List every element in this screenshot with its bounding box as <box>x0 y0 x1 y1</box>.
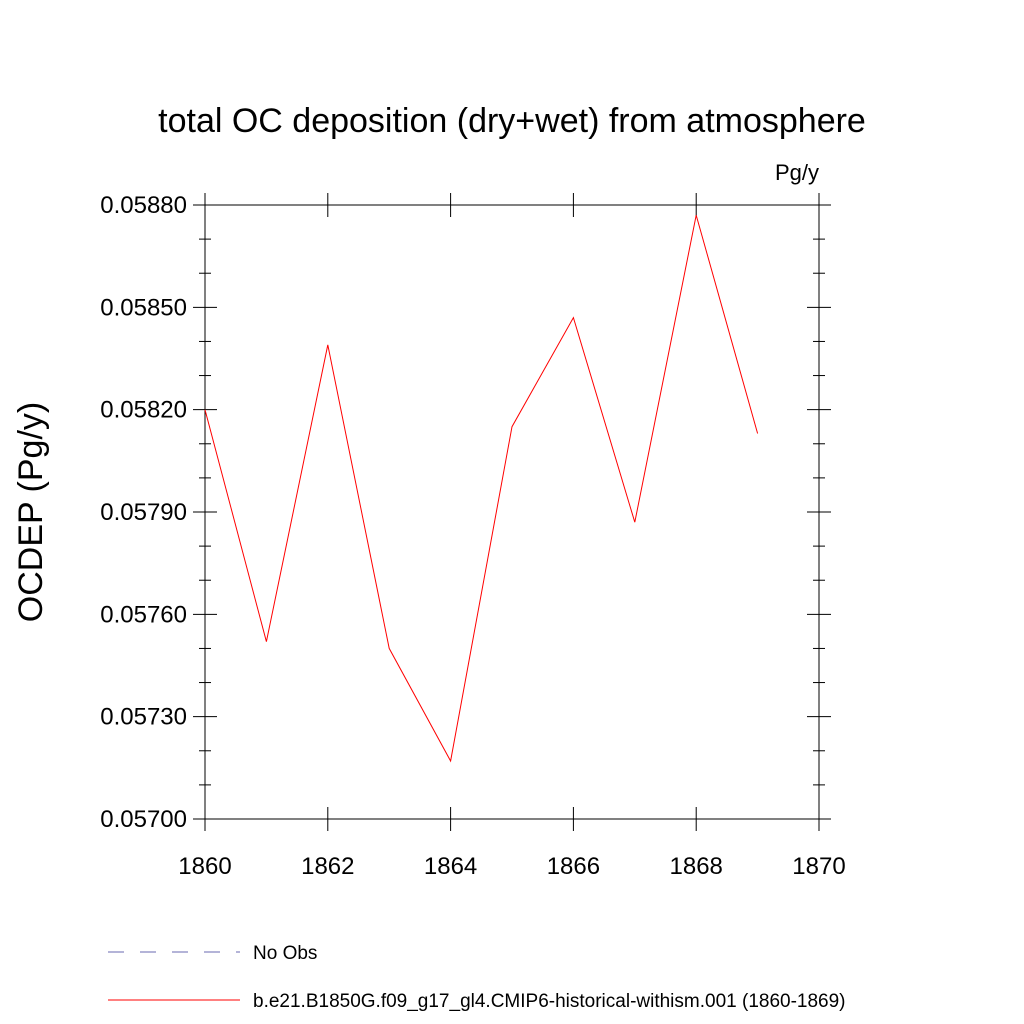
y-tick-label: 0.05700 <box>100 806 187 833</box>
x-tick-label: 1860 <box>178 853 231 880</box>
y-tick-label: 0.05790 <box>100 499 187 526</box>
y-tick-label: 0.05880 <box>100 192 187 219</box>
y-tick-labels: 0.05700 0.05730 0.05760 0.05790 0.05820 0.058… <box>100 192 187 833</box>
y-axis-label: OCDEP (Pg/y) <box>12 402 50 622</box>
y-tick-label: 0.05820 <box>100 397 187 424</box>
y-tick-label: 0.05850 <box>100 294 187 321</box>
x-tick-label: 1864 <box>424 853 477 880</box>
chart-title: total OC deposition (dry+wet) from atmos… <box>158 102 866 140</box>
units-label: Pg/y <box>775 160 819 185</box>
x-tick-label: 1870 <box>792 853 845 880</box>
axis-ticks <box>193 193 831 831</box>
x-tick-label: 1866 <box>547 853 600 880</box>
x-tick-labels: 1860 1862 1864 1866 1868 1870 <box>178 853 845 880</box>
x-tick-label: 1868 <box>670 853 723 880</box>
y-tick-label: 0.05760 <box>100 601 187 628</box>
y-tick-label: 0.05730 <box>100 704 187 731</box>
legend-label: b.e21.B1850G.f09_g17_gl4.CMIP6-historica… <box>253 991 846 1012</box>
plot-frame <box>204 204 820 820</box>
series-line <box>204 215 759 763</box>
series-group <box>204 215 759 763</box>
legend: No Obs b.e21.B1850G.f09_g17_gl4.CMIP6-his… <box>108 943 846 1012</box>
x-tick-label: 1862 <box>301 853 354 880</box>
legend-label: No Obs <box>253 943 317 964</box>
